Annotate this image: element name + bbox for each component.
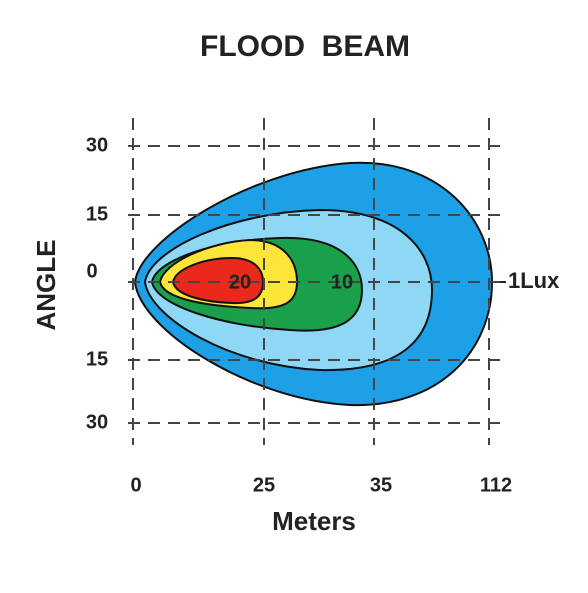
y-tick-label: 15 [86, 203, 108, 225]
y-tick-label: 30 [86, 411, 108, 433]
contour-label: 1Lux [508, 268, 560, 293]
grid [128, 118, 505, 445]
x-tick-label: 112 [480, 474, 512, 496]
x-tick-label: 25 [253, 474, 275, 496]
y-axis-label: ANGLE [31, 240, 61, 331]
y-tick-label: 0 [86, 260, 97, 282]
x-axis-label: Meters [272, 506, 356, 536]
y-tick-label: 30 [86, 134, 108, 156]
title: FLOOD BEAM [200, 30, 410, 63]
contour-label: 20 [229, 271, 251, 293]
x-tick-label: 0 [130, 474, 141, 496]
x-tick-label: 35 [370, 474, 392, 496]
contour-label: 10 [331, 271, 353, 293]
y-tick-label: 15 [86, 348, 108, 370]
